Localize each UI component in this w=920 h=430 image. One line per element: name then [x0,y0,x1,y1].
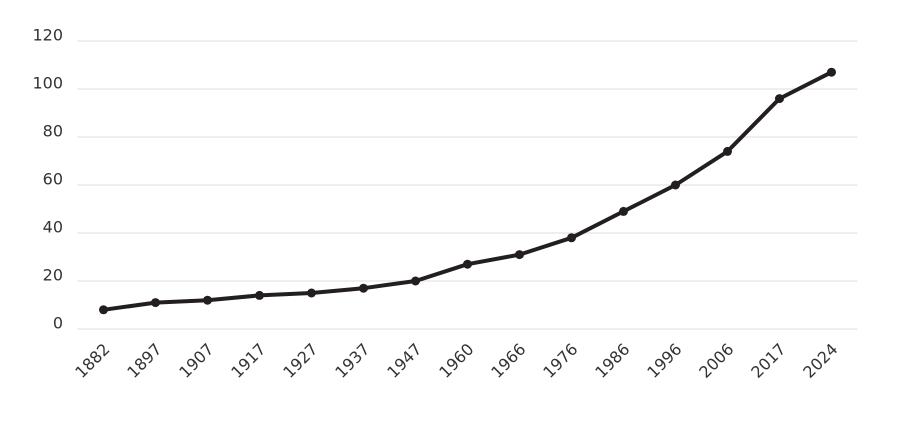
y-tick-label: 100 [32,74,63,93]
y-tick-label: 120 [32,26,63,45]
point [619,206,628,216]
x-tick-label: 1966 [487,340,529,382]
y-tick-label: 60 [43,170,63,189]
x-tick-label: 1986 [591,340,633,382]
y-tick-label: 40 [43,218,63,237]
x-tick-label: 1937 [331,340,373,382]
point [515,250,524,260]
point [307,288,316,298]
point [359,283,368,293]
point [203,295,212,305]
point [99,305,108,315]
x-tick-label: 1917 [227,340,269,382]
x-tick-label: 1882 [71,340,113,382]
y-tick-label: 0 [53,314,63,333]
point [411,276,420,286]
point [775,94,784,104]
x-tick-label: 2006 [695,340,737,382]
line [101,70,834,312]
point [151,298,160,308]
x-tick-label: 1927 [279,340,321,382]
x-tick-label: 1976 [539,340,581,382]
y-tick-label: 80 [43,122,63,141]
x-tick-label: 1897 [123,340,165,382]
point [463,259,472,269]
point [567,233,576,243]
y-tick-label: 20 [43,266,63,285]
x-tick-label: 1947 [383,340,425,382]
point [671,180,680,190]
point [723,146,732,156]
x-tick-label: 2017 [747,340,789,382]
x-tick-label: 2024 [799,340,841,382]
point [255,290,264,300]
x-tick-label: 1996 [643,340,685,382]
point [827,67,836,77]
x-tick-label: 1907 [175,340,217,382]
x-tick-label: 1960 [435,340,477,382]
